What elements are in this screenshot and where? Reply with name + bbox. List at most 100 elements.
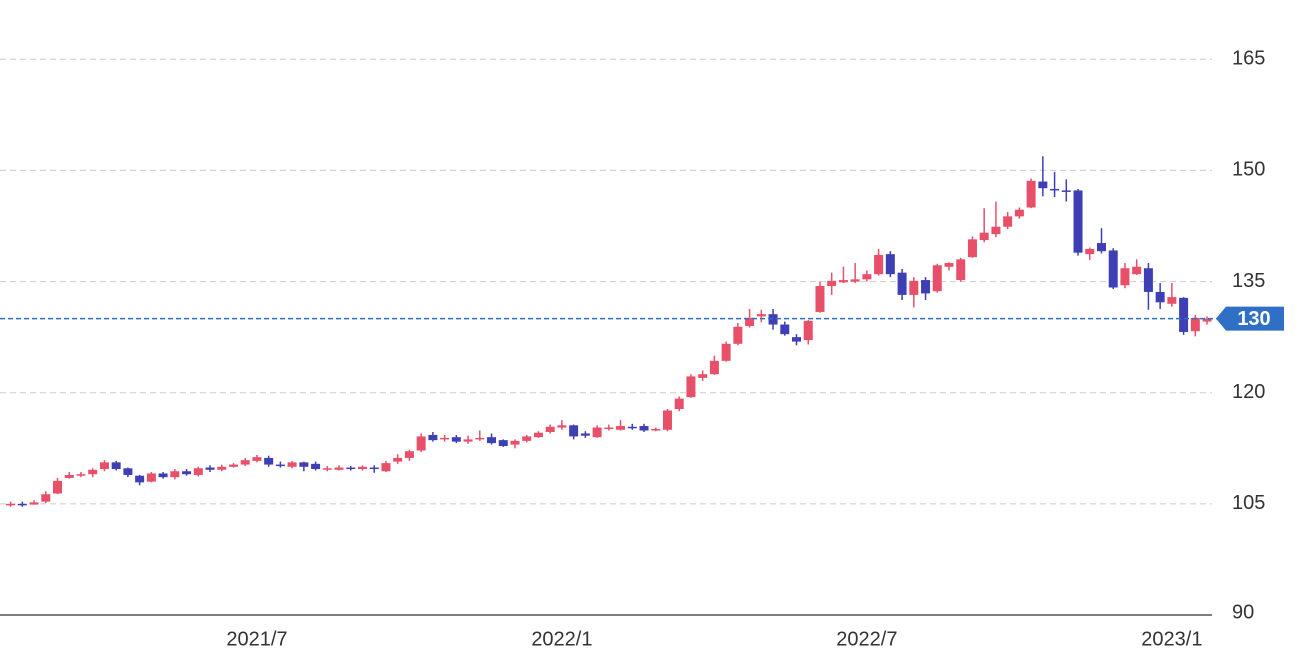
- candle-body: [228, 464, 238, 467]
- candle-body: [1143, 268, 1153, 292]
- candle-body: [768, 314, 778, 325]
- candle-body: [827, 280, 837, 287]
- candle-body: [909, 280, 919, 295]
- candle-body: [170, 471, 180, 478]
- candle-body: [111, 462, 121, 470]
- candle-body: [158, 473, 168, 478]
- candle-body: [897, 272, 907, 295]
- y-tick-label: 105: [1232, 492, 1265, 514]
- candle-body: [721, 343, 731, 361]
- candle-body: [1167, 297, 1177, 304]
- candle-body: [416, 436, 426, 451]
- candle-body: [381, 463, 391, 472]
- candle-body: [956, 259, 966, 281]
- candle-body: [88, 469, 98, 475]
- candle-body: [1190, 317, 1200, 332]
- candle-body: [1061, 190, 1071, 192]
- candle-body: [815, 286, 825, 312]
- candle-body: [17, 503, 27, 506]
- candle-body: [533, 432, 543, 438]
- x-tick-label: 2022/1: [531, 628, 592, 650]
- candle-body: [885, 254, 895, 275]
- candle-body: [932, 265, 942, 292]
- candle-body: [874, 254, 884, 275]
- candle-body: [451, 437, 461, 442]
- candle-body: [557, 425, 567, 428]
- candle-body: [1120, 268, 1130, 286]
- candle-body: [733, 326, 743, 344]
- candle-body: [275, 464, 285, 467]
- candle-body: [944, 263, 954, 267]
- candle-body: [967, 239, 977, 258]
- current-price-label: 130: [1237, 308, 1270, 330]
- y-tick-label: 90: [1232, 601, 1254, 623]
- candle-body: [322, 468, 332, 470]
- candle-body: [686, 376, 696, 398]
- candle-body: [193, 468, 203, 475]
- candle-body: [1096, 243, 1106, 252]
- x-tick-label: 2023/1: [1141, 628, 1202, 650]
- candle-body: [1155, 291, 1165, 303]
- candle-body: [580, 433, 590, 436]
- candle-body: [1026, 180, 1036, 208]
- candle-body: [792, 337, 802, 342]
- candle-body: [862, 274, 872, 280]
- candle-body: [756, 314, 766, 317]
- candle-body: [99, 462, 109, 470]
- candle-body: [780, 324, 790, 335]
- candle-body: [745, 317, 755, 327]
- candle-body: [252, 457, 262, 461]
- candle-body: [838, 280, 848, 283]
- x-tick-label: 2021/7: [226, 628, 287, 650]
- candle-body: [217, 466, 227, 470]
- candle-body: [1038, 181, 1048, 189]
- y-tick-label: 150: [1232, 159, 1265, 181]
- candle-body: [6, 503, 16, 506]
- candle-body: [463, 439, 473, 442]
- candle-body: [440, 437, 450, 440]
- candle-body: [311, 463, 321, 470]
- y-tick-label: 135: [1232, 270, 1265, 292]
- x-tick-label: 2022/7: [836, 628, 897, 650]
- candle-body: [662, 410, 672, 430]
- candle-body: [264, 457, 274, 465]
- candle-body: [1073, 190, 1083, 253]
- candle-body: [1050, 188, 1060, 191]
- candle-body: [709, 360, 719, 375]
- candle-body: [1108, 250, 1118, 288]
- candle-body: [639, 426, 649, 431]
- candle-body: [1179, 297, 1189, 332]
- candle-body: [592, 427, 602, 438]
- candle-body: [369, 467, 379, 470]
- candle-body: [1085, 248, 1095, 255]
- candle-body: [979, 232, 989, 241]
- candle-body: [53, 480, 63, 494]
- candle-body: [1003, 216, 1013, 227]
- y-tick-label: 120: [1232, 381, 1265, 403]
- candle-body: [510, 440, 520, 445]
- current-price-tag: [1216, 306, 1284, 331]
- candle-body: [123, 468, 133, 475]
- candle-body: [850, 279, 860, 282]
- candle-body: [522, 436, 532, 441]
- candle-body: [135, 475, 145, 483]
- candle-body: [651, 429, 661, 431]
- y-tick-label: 165: [1232, 48, 1265, 70]
- candle-body: [64, 474, 74, 478]
- candle-body: [487, 437, 497, 444]
- candle-body: [41, 494, 51, 502]
- candle-body: [921, 280, 931, 294]
- candle-body: [475, 437, 485, 440]
- candle-body: [346, 467, 356, 470]
- candle-body: [393, 457, 403, 462]
- candle-body: [569, 425, 579, 437]
- candle-body: [627, 426, 637, 429]
- candle-body: [616, 426, 626, 430]
- candle-body: [404, 451, 414, 458]
- candle-body: [1132, 266, 1142, 275]
- candle-body: [205, 467, 215, 470]
- candle-body: [498, 440, 508, 447]
- candle-body: [674, 398, 684, 410]
- candle-body: [1014, 209, 1024, 217]
